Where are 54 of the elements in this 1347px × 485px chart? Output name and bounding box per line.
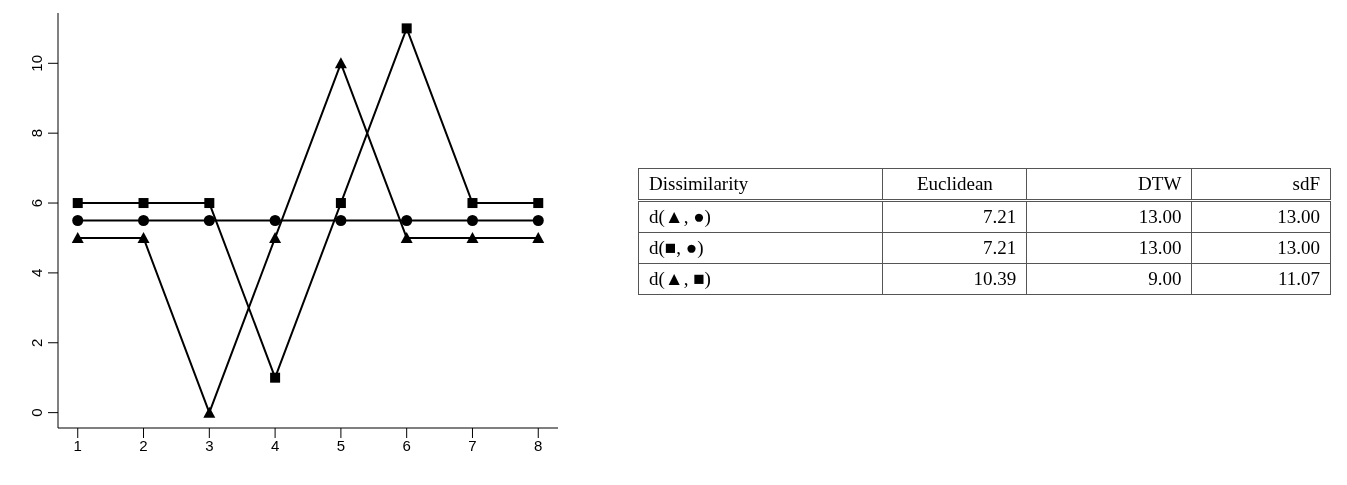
text: sdF: [1191, 168, 1331, 201]
text: 7.21: [882, 200, 1027, 233]
point: [137, 231, 150, 243]
point: [532, 231, 545, 243]
point: [466, 215, 478, 226]
point: [335, 198, 346, 209]
point: [401, 23, 412, 34]
text: 11.07: [1191, 263, 1331, 295]
x-tick-label: 5: [336, 436, 346, 454]
point: [138, 215, 150, 226]
text: 13.00: [1026, 232, 1192, 264]
point: [400, 231, 413, 243]
point: [270, 372, 281, 383]
point: [401, 215, 413, 226]
text: d(■, ●): [638, 232, 883, 264]
text: 13.00: [1191, 232, 1331, 264]
x-tick-label: 4: [270, 436, 280, 454]
y-tick-label: 10: [28, 54, 45, 72]
point: [138, 198, 149, 209]
y-tick-label: 6: [28, 198, 45, 208]
text: Dissimilarity: [638, 168, 883, 201]
text: 10.39: [882, 263, 1027, 295]
point: [72, 198, 83, 209]
point: [203, 406, 216, 418]
y-tick-label: 0: [28, 408, 45, 417]
point: [203, 215, 215, 226]
x-tick-label: 8: [534, 436, 543, 454]
point: [467, 198, 478, 209]
point: [335, 215, 347, 226]
y-tick-label: 4: [28, 268, 45, 278]
point: [204, 198, 215, 209]
x-tick-label: 1: [73, 436, 82, 454]
point: [71, 231, 84, 243]
point: [466, 231, 479, 243]
text: 13.00: [1026, 200, 1192, 233]
x-tick-label: 2: [139, 436, 148, 454]
x-tick-label: 6: [402, 436, 411, 454]
point: [334, 57, 347, 69]
x-tick-label: 3: [205, 436, 214, 454]
text: 7.21: [882, 232, 1027, 264]
text: d(▲, ■): [638, 263, 883, 295]
point: [269, 215, 281, 226]
point: [269, 231, 282, 243]
text: 13.00: [1191, 200, 1331, 233]
y-tick-label: 8: [28, 129, 45, 138]
x-tick-label: 7: [468, 436, 477, 454]
point: [532, 215, 544, 226]
point: [72, 215, 84, 226]
text: d(▲, ●): [638, 200, 883, 233]
point: [533, 198, 544, 209]
text: 9.00: [1026, 263, 1192, 295]
text: Euclidean: [882, 168, 1027, 201]
y-tick-label: 2: [28, 338, 45, 347]
text: DTW: [1026, 168, 1192, 201]
